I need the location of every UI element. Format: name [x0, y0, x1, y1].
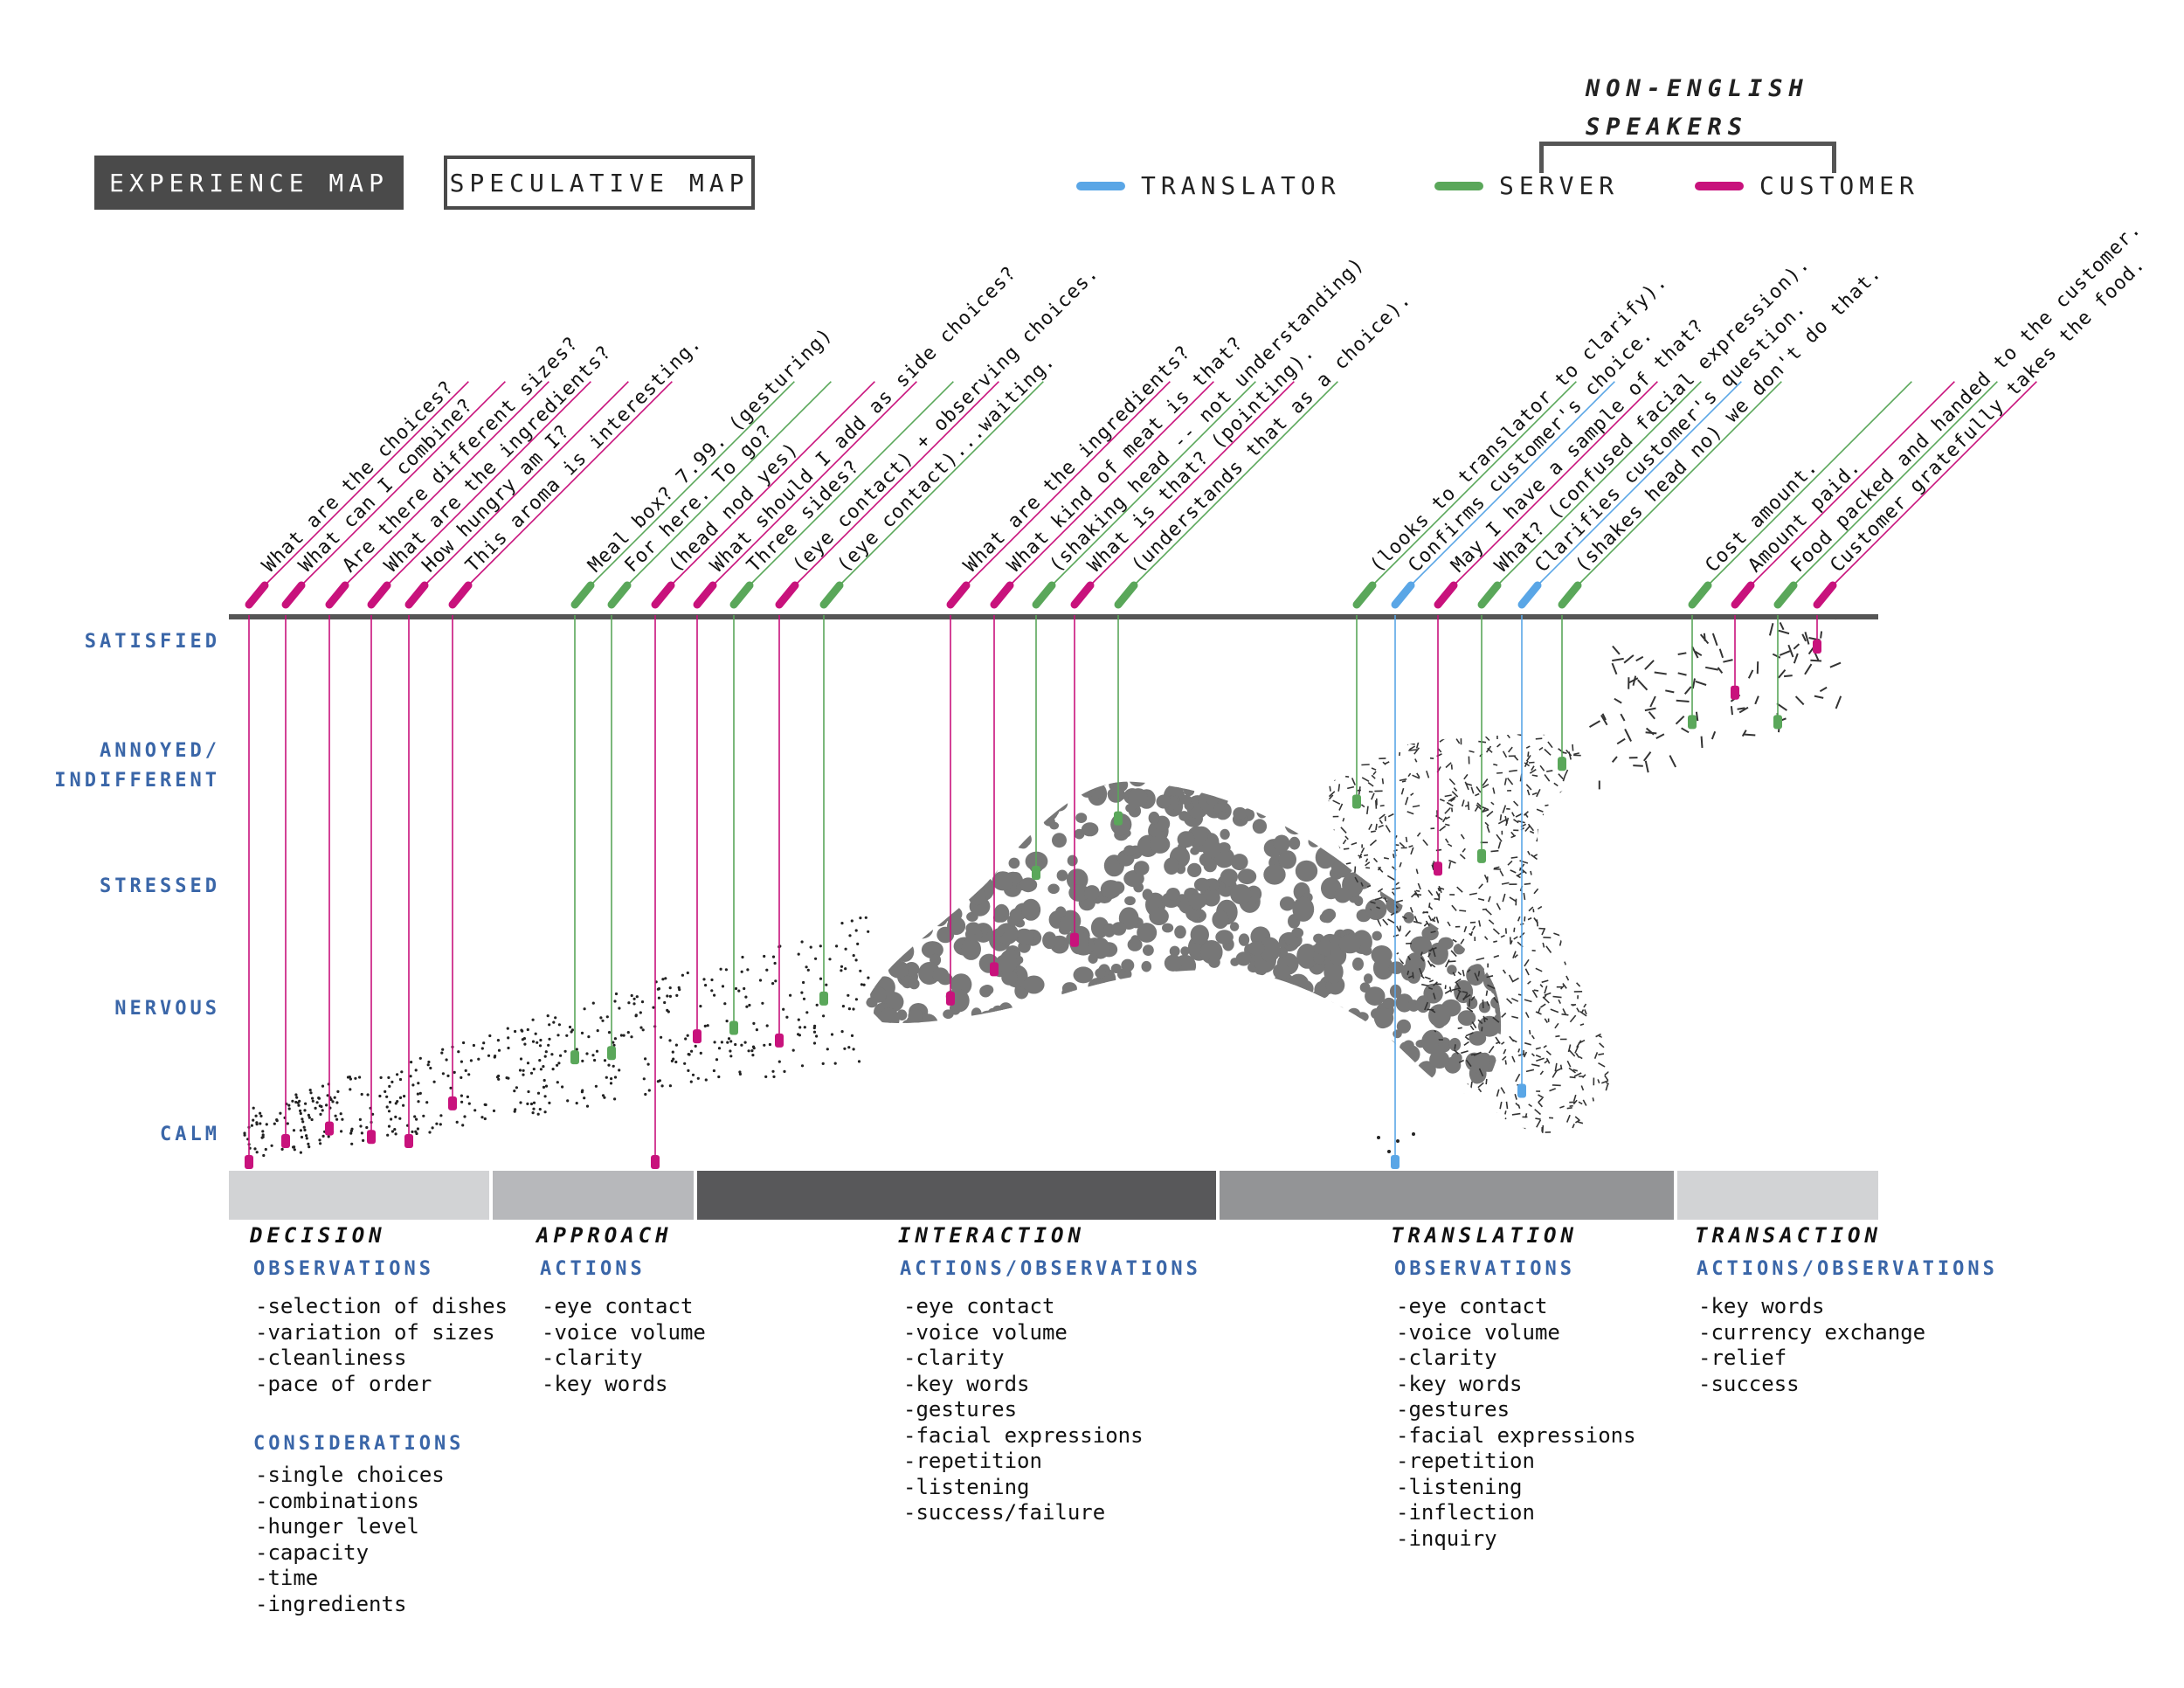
list-item: -pace of order [255, 1371, 432, 1396]
quote-text: Food packed and handed to the customer. [1787, 218, 2146, 578]
emotion-nervous-label: NERVOUS [114, 998, 220, 1020]
list-item: -time [255, 1566, 319, 1590]
decision-considerations-list: -single choices -combinations -hunger leve… [255, 1463, 445, 1617]
list-item: -cleanliness [255, 1346, 407, 1370]
interaction-actions-list: -eye contact -voice volume -clarity -key wo… [903, 1294, 1144, 1526]
list-item: -eye contact [903, 1294, 1055, 1318]
list-item: -repetition [1396, 1449, 1535, 1473]
phase-bar-decision [229, 1171, 489, 1220]
server-swatch-icon [1434, 181, 1483, 190]
list-item: -eye contact [542, 1294, 694, 1318]
phase-bar-translation [1220, 1171, 1674, 1220]
list-item: -listening [1396, 1474, 1523, 1499]
approach-actions-list: -eye contact -voice volume -clarity -key wo… [542, 1294, 706, 1397]
list-item: -hunger level [255, 1514, 419, 1539]
list-item: -gestures [1396, 1397, 1510, 1422]
list-item: -currency exchange [1698, 1319, 1926, 1345]
quote-marker-customer: Customer gratefully takes the food. [1813, 253, 2150, 654]
non-english-speakers-bracket [1539, 142, 1836, 173]
quote-text: (shaking head -- not understanding) [1046, 253, 1369, 577]
list-item: -key words [1698, 1294, 1825, 1318]
legend-translator-label: TRANSLATOR [1141, 171, 1341, 200]
approach-actions-heading: ACTIONS [540, 1258, 646, 1280]
list-item: -success/failure [903, 1500, 1106, 1525]
list-item: -variation of sizes [255, 1319, 495, 1345]
list-item: -clarity [903, 1346, 1005, 1370]
list-item: -capacity [255, 1539, 370, 1565]
list-item: -selection of dishes [255, 1294, 508, 1318]
list-item: -combinations [255, 1488, 419, 1513]
phase-title-translation: TRANSLATION [1391, 1223, 1578, 1248]
translation-observations-list: -eye contact -voice volume -clarity -key wo… [1396, 1294, 1636, 1552]
list-item: -clarity [1396, 1346, 1497, 1370]
list-item: -voice volume [903, 1319, 1068, 1345]
list-item: -listening [903, 1474, 1030, 1499]
quote-marker-server: Food packed and handed to the customer. [1773, 218, 2146, 730]
list-item: -inquiry [1396, 1525, 1497, 1551]
emotion-satisfied-label: SATISFIED [84, 631, 220, 653]
emotion-stressed-label: STRESSED [100, 875, 220, 897]
translator-swatch-icon [1076, 181, 1125, 190]
list-item: -relief [1698, 1346, 1787, 1370]
list-item: -repetition [903, 1449, 1042, 1473]
quote-text: (understands that as a choice). [1128, 288, 1416, 577]
list-item: -voice volume [542, 1319, 706, 1345]
quote-text: Customer gratefully takes the food. [1827, 253, 2150, 577]
phase-bar-approach [493, 1171, 694, 1220]
tab-experience-map[interactable]: EXPERIENCE MAP [94, 156, 404, 210]
list-item: -success [1698, 1371, 1800, 1396]
phase-bar-transaction [1677, 1171, 1878, 1220]
transaction-actions-heading: ACTIONS/OBSERVATIONS [1697, 1258, 1998, 1280]
list-item: -facial expressions [1396, 1422, 1636, 1448]
list-item: -eye contact [1396, 1294, 1548, 1318]
quote-marker-customer: How hungry am I? [404, 381, 629, 1149]
decision-observations-list: -selection of dishes -variation of sizes -… [255, 1294, 508, 1397]
list-item: -facial expressions [903, 1422, 1144, 1448]
list-item: -single choices [255, 1463, 445, 1487]
quote-marker-customer: This aroma is interesting. [448, 333, 706, 1110]
emotion-texture [243, 614, 1842, 1162]
interaction-actions-heading: ACTIONS/OBSERVATIONS [900, 1258, 1201, 1280]
list-item: -key words [1396, 1371, 1523, 1396]
decision-observations-heading: OBSERVATIONS [253, 1258, 434, 1280]
list-item: -ingredients [255, 1591, 407, 1616]
non-english-speakers-label: NON-ENGLISH SPEAKERS [1586, 75, 1809, 141]
transaction-actions-list: -key words -currency exchange -relief -succ… [1698, 1294, 1925, 1397]
list-item: -key words [903, 1371, 1030, 1396]
list-item: -voice volume [1396, 1319, 1560, 1345]
list-item: -key words [542, 1371, 668, 1396]
phase-bar-interaction [697, 1171, 1216, 1220]
list-item: -inflection [1396, 1500, 1535, 1525]
quote-marker-server: (shaking head -- not understanding) [1032, 253, 1369, 881]
list-item: -gestures [903, 1397, 1018, 1422]
journey-map-chart: What are the choices?What can I combine?… [229, 218, 2150, 1169]
decision-considerations-heading: CONSIDERATIONS [253, 1433, 465, 1455]
list-item: -clarity [542, 1346, 643, 1370]
phase-title-approach: APPROACH [536, 1223, 673, 1248]
legend-server-label: SERVER [1499, 171, 1620, 200]
phase-title-transaction: TRANSACTION [1695, 1223, 1882, 1248]
legend-customer-label: CUSTOMER [1759, 171, 1919, 200]
tab-speculative-map[interactable]: SPECULATIVE MAP [444, 156, 755, 210]
customer-swatch-icon [1695, 181, 1744, 190]
emotion-calm-label: CALM [160, 1124, 220, 1145]
quote-markers: What are the choices?What can I combine?… [245, 218, 2150, 1169]
legend-customer: CUSTOMER [1695, 171, 1919, 200]
translation-observations-heading: OBSERVATIONS [1394, 1258, 1575, 1280]
legend-server: SERVER [1434, 171, 1619, 200]
phase-title-decision: DECISION [250, 1223, 386, 1248]
legend-translator: TRANSLATOR [1076, 171, 1341, 200]
emotion-annoyed-label: ANNOYED/ INDIFFERENT [54, 740, 220, 792]
phase-title-interaction: INTERACTION [898, 1223, 1085, 1248]
